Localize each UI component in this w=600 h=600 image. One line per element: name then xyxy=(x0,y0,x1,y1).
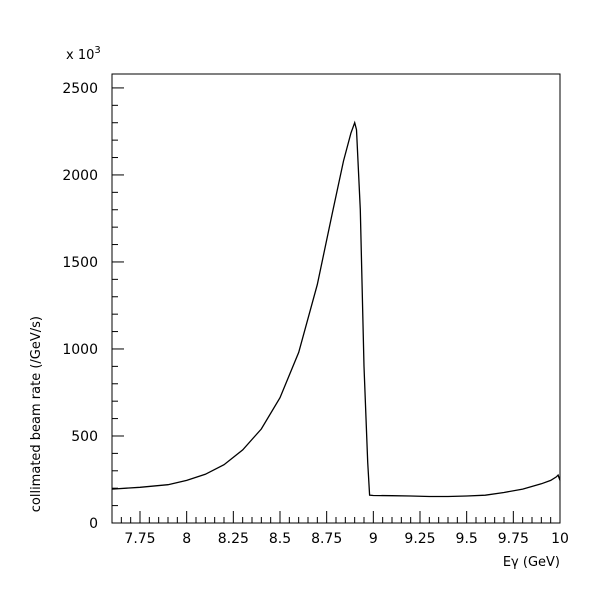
x-tick-label: 8 xyxy=(182,531,191,547)
x-tick-label: 9.75 xyxy=(498,531,529,547)
x-tick-label: 8.5 xyxy=(269,531,291,547)
y-tick-label: 500 xyxy=(71,429,98,445)
y-tick-label: 0 xyxy=(89,516,98,532)
x-tick-label: 9.5 xyxy=(456,531,478,547)
x-tick-label: 7.75 xyxy=(124,531,155,547)
x-tick-label: 8.25 xyxy=(218,531,249,547)
y-axis-label: collimated beam rate (/GeV/s) xyxy=(29,316,44,512)
y-tick-label: 1500 xyxy=(62,255,98,271)
x-axis-label: Eγ (GeV) xyxy=(503,555,560,570)
plot-frame xyxy=(111,73,561,524)
tick-labels: 7.75 8 8.25 8.5 8.75 9 9.25 9.5 9.75 10 0 500 1000 15… xyxy=(62,81,569,547)
x-tick-label: 9 xyxy=(369,531,378,547)
data-series-line xyxy=(111,120,561,498)
y-multiplier-label: x 103 xyxy=(66,45,101,63)
y-tick-label: 1000 xyxy=(62,342,98,358)
y-tick-label: 2500 xyxy=(62,81,98,97)
x-tick-label: 10 xyxy=(551,531,569,547)
y-tick-label: 2000 xyxy=(62,168,98,184)
x-tick-label: 8.75 xyxy=(311,531,342,547)
tick-marks xyxy=(111,87,561,524)
x-tick-label: 9.25 xyxy=(404,531,435,547)
